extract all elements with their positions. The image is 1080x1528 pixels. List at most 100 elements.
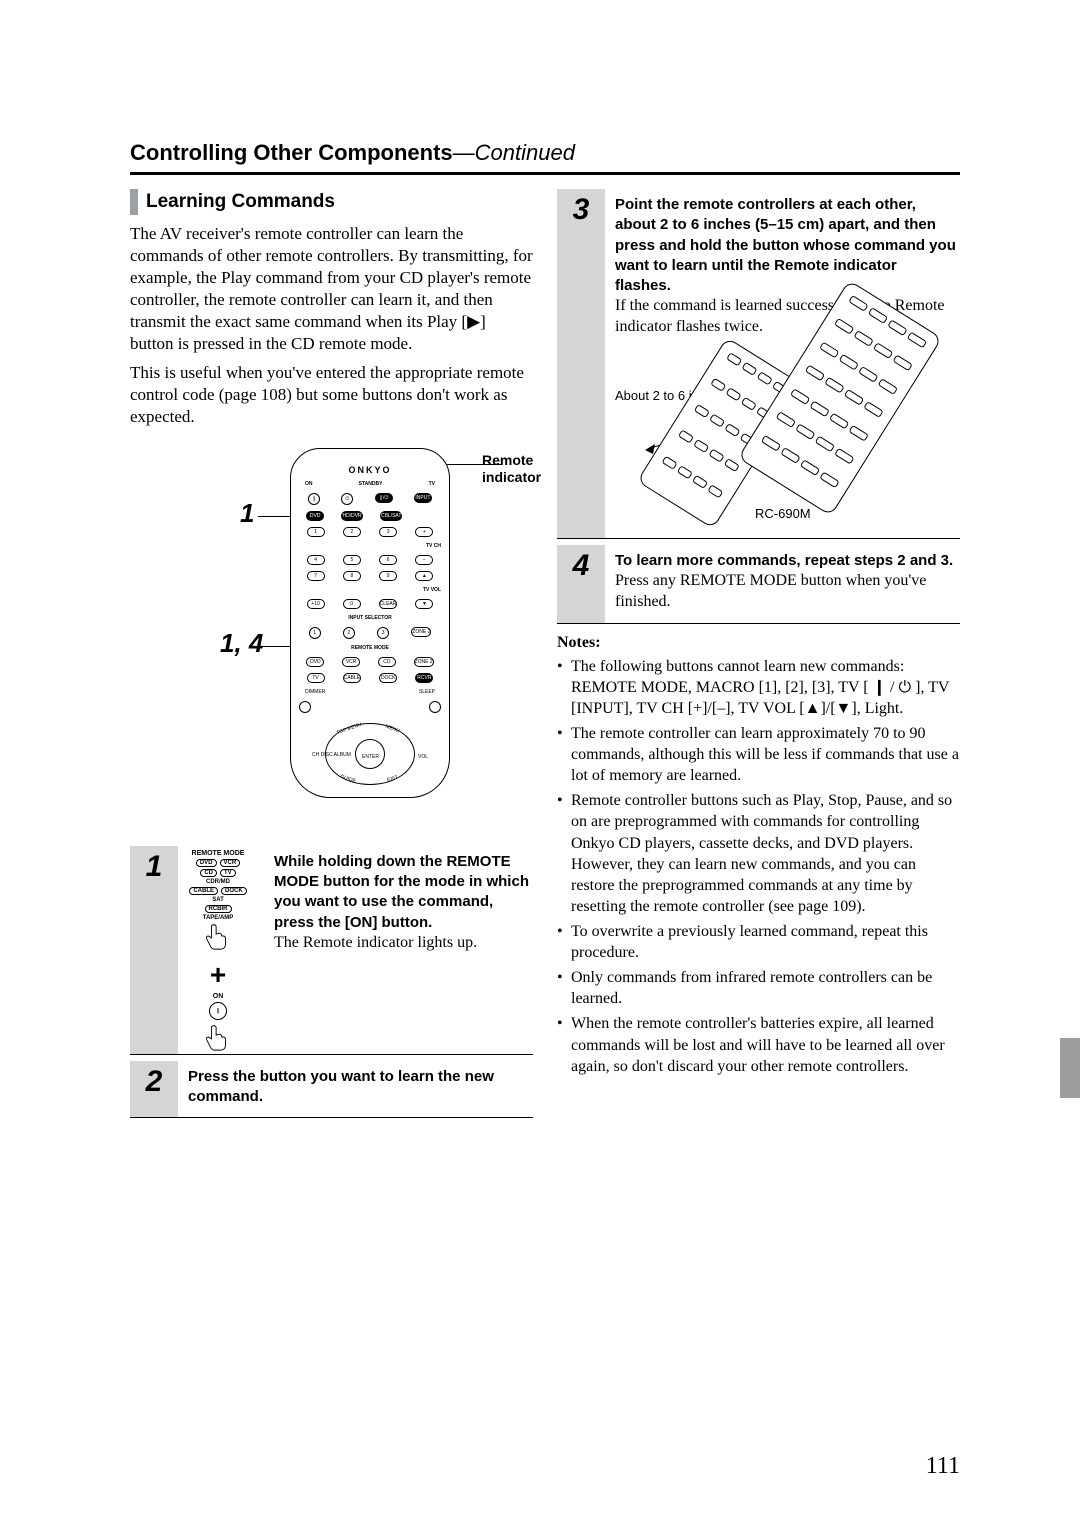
title-rule	[130, 172, 960, 175]
btn-cblsat: CBL/SAT	[380, 511, 402, 521]
hand-icon	[203, 921, 233, 951]
sg-on-button: ❙	[209, 1002, 227, 1020]
step-3-bold: Point the remote controllers at each oth…	[615, 195, 956, 296]
edge-tab	[1060, 1038, 1080, 1098]
mode-cable: CABLE	[343, 673, 361, 683]
lbl-sleep: SLEEP	[419, 689, 435, 695]
sg-rcbir: RCBIR	[205, 905, 232, 913]
step-1-graphic: REMOTE MODE DVD VCR CD TV CDR/MD CABLE D…	[178, 846, 258, 1054]
lbl-standby: STANDBY	[359, 481, 383, 487]
mode-tv: TV	[307, 673, 325, 683]
num-7: 7	[307, 571, 325, 581]
step-4-body: To learn more commands, repeat steps 2 a…	[605, 545, 960, 623]
btn-dimmer	[299, 701, 311, 713]
lbl-topmenu: TOP MENU	[336, 722, 363, 737]
step-3-number: 3	[557, 189, 605, 538]
sg-dvd: DVD	[196, 859, 217, 867]
model-label: RC-690M	[755, 506, 811, 523]
step-4: 4 To learn more commands, repeat steps 2…	[557, 545, 960, 624]
sg-vcr: VCR	[220, 859, 241, 867]
sg-cable: CABLE	[189, 887, 218, 895]
right-column: 3 Point the remote controllers at each o…	[557, 189, 960, 1124]
chapter-title-text: Controlling Other Components	[130, 140, 453, 165]
lbl-remote-mode: REMOTE MODE	[299, 645, 441, 651]
btn-on: ❙	[308, 493, 320, 505]
lbl-menu: MENU	[385, 724, 401, 735]
lbl-tvvol: TV VOL	[423, 587, 441, 593]
step-3-graphic: About 2 to 6 inches (5–15 cm) RC-690M	[615, 348, 956, 528]
num-4: 4	[307, 555, 325, 565]
section-heading: Learning Commands	[130, 189, 533, 215]
btn-clear: CLEAR	[379, 599, 398, 609]
sg-sub2: SAT	[178, 897, 258, 903]
step-2: 2 Press the button you want to learn the…	[130, 1061, 533, 1119]
btn-zone2a: ZONE 2	[411, 627, 431, 637]
num-5: 5	[343, 555, 361, 565]
step-4-bold: To learn more commands, repeat steps 2 a…	[615, 551, 956, 571]
lbl-dimmer: DIMMER	[305, 689, 325, 695]
sg-cd: CD	[200, 869, 217, 877]
note-item: To overwrite a previously learned comman…	[557, 921, 960, 963]
note-item: Only commands from infrared remote contr…	[557, 967, 960, 1009]
chapter-title: Controlling Other Components—Continued	[130, 140, 960, 166]
lbl-exit: EXIT	[386, 774, 398, 783]
num-0: 0	[343, 599, 361, 609]
left-column: Learning Commands The AV receiver's remo…	[130, 189, 533, 1124]
intro-paragraph-1: The AV receiver's remote controller can …	[130, 223, 533, 356]
macro-1: 1	[309, 627, 321, 639]
btn-tv-input: INPUT	[414, 493, 432, 503]
page-number: 111	[926, 1453, 960, 1480]
sg-tv: TV	[220, 869, 236, 877]
num-8: 8	[343, 571, 361, 581]
step-1: 1 REMOTE MODE DVD VCR CD TV CDR/MD CABLE…	[130, 846, 533, 1055]
lbl-enter: ENTER	[362, 754, 379, 760]
num-6: 6	[379, 555, 397, 565]
notes-heading: Notes:	[557, 634, 960, 652]
lbl-tv: TV	[429, 481, 435, 487]
step-2-number: 2	[130, 1061, 178, 1118]
remote-indicator-label: Remote indicator	[482, 452, 541, 486]
remote-indicator-text: Remote indicator	[482, 452, 541, 485]
num-3: 3	[379, 527, 397, 537]
note-item: The remote controller can learn approxim…	[557, 723, 960, 786]
hand-icon-2	[203, 1022, 233, 1052]
num-2: 2	[343, 527, 361, 537]
step1-heading: REMOTE MODE	[178, 850, 258, 857]
lbl-guide: GUIDE	[339, 774, 356, 785]
btn-tvvol-dn: ▼	[415, 599, 433, 609]
lbl-vol: VOL	[418, 754, 428, 760]
step-4-regular: Press any REMOTE MODE button when you've…	[615, 571, 956, 613]
lbl-on: ON	[305, 481, 313, 487]
callout-1: 1	[240, 498, 254, 529]
note-item: The following buttons cannot learn new c…	[557, 656, 960, 719]
mode-dock: DOCK	[379, 673, 397, 683]
remote-body: ONKYO ON STANDBY TV ❙ ⏻ ❙/⏻ INPUT DVD	[290, 448, 450, 798]
btn-tvvol-up: ▲	[415, 571, 433, 581]
sg-on-label: ON	[178, 993, 258, 1000]
remote-brand: ONKYO	[299, 465, 441, 475]
btn-tvch-dn: −	[415, 555, 433, 565]
callout-1-4: 1, 4	[220, 628, 263, 659]
notes-list: The following buttons cannot learn new c…	[557, 656, 960, 1077]
step-3-body: Point the remote controllers at each oth…	[605, 189, 960, 538]
mode-vcr: VCR	[342, 657, 360, 667]
btn-tv-power: ❙/⏻	[375, 493, 393, 503]
macro-3: 3	[377, 627, 389, 639]
macro-2: 2	[343, 627, 355, 639]
mode-cd: CD	[378, 657, 396, 667]
step-4-number: 4	[557, 545, 605, 623]
sg-sub1: CDR/MD	[178, 879, 258, 885]
step-1-regular: The Remote indicator lights up.	[274, 933, 529, 954]
num-9: 9	[379, 571, 397, 581]
step-1-bold: While holding down the REMOTE MODE butto…	[274, 852, 529, 933]
num-plus10: +10	[307, 599, 325, 609]
step-2-body: Press the button you want to learn the n…	[178, 1061, 533, 1118]
dpad: CH DISC ALBUM VOL TOP MENU MENU ENTER GU…	[325, 723, 415, 785]
intro-paragraph-2: This is useful when you've entered the a…	[130, 362, 533, 428]
lbl-ch: CH DISC ALBUM	[312, 752, 351, 758]
num-1: 1	[307, 527, 325, 537]
btn-hddvr: HD/DVR	[341, 511, 362, 521]
sg-dock: DOCK	[221, 887, 247, 895]
mode-rcvr: RCVR	[415, 673, 433, 683]
btn-standby: ⏻	[341, 493, 353, 505]
